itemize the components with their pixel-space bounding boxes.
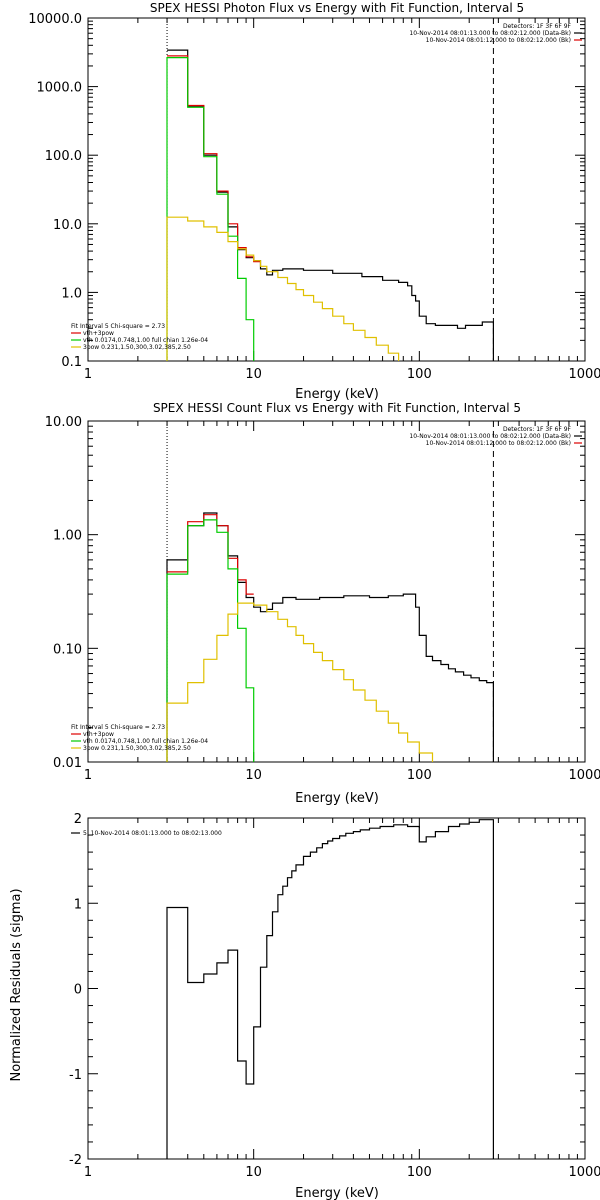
count-flux-title: SPEX HESSI Count Flux vs Energy with Fit…: [153, 401, 521, 415]
count-flux-series-thermal: [166, 519, 255, 762]
residuals-y-tick-label: -2: [69, 1153, 82, 1168]
residuals-plot-area: 1 10 100 1000 -2 -1 0 1 2: [69, 812, 600, 1180]
photon-flux-x-tick-label: 1000: [568, 367, 600, 382]
count-flux-legend-tr-text: Detectors: 1F 3F 6F 9F: [503, 426, 572, 433]
photon-flux-plot-area: 1 10 100 1000 0.1 1.0 10.0 100.0 1000.0 10000.0: [28, 12, 600, 382]
count-flux-x-axis-label: Energy (keV): [295, 791, 379, 806]
photon-flux-legend-tr-text: 10-Nov-2014 08:01:12.000 to 08:02:12.000…: [426, 37, 571, 44]
photon-flux-y-tick-label: 1000.0: [37, 81, 83, 96]
count-flux-panel: SPEX HESSI Count Flux vs Energy with Fit…: [45, 401, 600, 806]
count-flux-legend-tr-text: 10-Nov-2014 08:01:13.000 to 08:02:12.000…: [409, 433, 571, 440]
residuals-x-tick-label: 1: [84, 1165, 92, 1180]
residuals-x-tick-label: 10: [245, 1165, 262, 1180]
residuals-x-tick-label: 1000: [568, 1165, 600, 1180]
photon-flux-y-tick-label: 100.0: [45, 149, 82, 164]
photon-flux-title: SPEX HESSI Photon Flux vs Energy with Fi…: [150, 1, 524, 15]
photon-flux-series-thermal: [166, 56, 255, 361]
photon-flux-series-total: [167, 49, 494, 361]
photon-flux-panel: SPEX HESSI Photon Flux vs Energy with Fi…: [28, 1, 600, 402]
residuals-y-tick-label: 1: [74, 897, 82, 912]
count-flux-legend-bl-text: vth+3pow: [83, 731, 114, 738]
photon-flux-legend-tr-text: 10-Nov-2014 08:01:13.000 to 08:02:12.000…: [409, 30, 571, 37]
photon-flux-legend-bl-text: 3pow 0.231,1.50,300,3.02,385,2.50: [83, 344, 191, 351]
residuals-y-tick-label: 2: [74, 812, 82, 827]
residuals-series-total: [166, 819, 494, 1159]
count-flux-x-tick-label: 1: [84, 768, 92, 783]
residuals-x-axis-label: Energy (keV): [295, 1186, 379, 1200]
count-flux-series-total: [166, 512, 494, 762]
residuals-x-tick-label: 100: [407, 1165, 432, 1180]
photon-flux-series-powerlaw: [166, 216, 400, 361]
photon-flux-legend-bl-text: Fit Interval 5 Chi-square = 2.73: [71, 323, 165, 330]
photon-flux-x-axis-label: Energy (keV): [295, 387, 379, 402]
count-flux-legend-tr-text: 10-Nov-2014 08:01:12.000 to 08:02:12.000…: [426, 440, 571, 447]
photon-flux-x-tick-label: 100: [407, 367, 432, 382]
photon-flux-legend-bl-text: vth 0.0174,0.748,1.00 full chian 1.26e-0…: [83, 337, 208, 344]
residuals-legend: 5, 10-Nov-2014 08:01:13.000 to 08:02:13.…: [71, 830, 222, 837]
residuals-axes-frame: [87, 817, 586, 1160]
photon-flux-y-tick-label: 0.1: [61, 355, 82, 370]
count-flux-legend-bl-text: vth 0.0174,0.748,1.00 full chian 1.26e-0…: [83, 738, 208, 745]
photon-flux-x-tick-label: 1: [84, 367, 92, 382]
photon-flux-legend-bl-text: vth+3pow: [83, 330, 114, 337]
photon-flux-y-tick-label: 10000.0: [28, 12, 82, 27]
count-flux-y-tick-label: 0.01: [53, 756, 82, 771]
residuals-y-axis-label: Normalized Residuals (sigma): [9, 888, 24, 1081]
count-flux-y-tick-label: 10.00: [45, 415, 82, 430]
residuals-panel: 1 10 100 1000 -2 -1 0 1 2 Energy (keV) Normalize…: [9, 812, 600, 1200]
residuals-y-tick-label: 0: [74, 983, 82, 998]
photon-flux-axes-frame: [87, 17, 586, 362]
count-flux-legend-bl-text: 3pow 0.231,1.50,300,3.02,385,2.50: [83, 745, 191, 752]
residuals-y-tick-label: -1: [69, 1068, 82, 1083]
photon-flux-y-tick-label: 1.0: [61, 286, 82, 301]
count-flux-x-tick-label: 100: [407, 768, 432, 783]
count-flux-series-powerlaw: [166, 602, 434, 762]
photon-flux-y-tick-label: 10.0: [53, 218, 82, 233]
count-flux-plot-area: 1 10 100 1000 0.01 0.10 1.00 10.00: [45, 415, 600, 783]
count-flux-y-tick-label: 1.00: [53, 529, 82, 544]
count-flux-y-tick-label: 0.10: [53, 642, 82, 657]
photon-flux-series-fit: [167, 55, 261, 263]
residuals-legend-text: 5, 10-Nov-2014 08:01:13.000 to 08:02:13.…: [83, 830, 222, 837]
photon-flux-legend-bottom-left: Fit Interval 5 Chi-square = 2.73vth+3pow…: [71, 323, 208, 351]
count-flux-series-fit: [167, 514, 254, 595]
count-flux-x-tick-label: 10: [245, 768, 262, 783]
count-flux-legend-bottom-left: Fit Interval 5 Chi-square = 2.73vth+3pow…: [71, 724, 208, 752]
count-flux-x-tick-label: 1000: [568, 768, 600, 783]
count-flux-legend-bl-text: Fit Interval 5 Chi-square = 2.73: [71, 724, 165, 731]
photon-flux-x-tick-label: 10: [245, 367, 262, 382]
count-flux-axes-frame: [87, 420, 586, 763]
photon-flux-legend-tr-text: Detectors: 1F 3F 6F 9F: [503, 23, 572, 30]
